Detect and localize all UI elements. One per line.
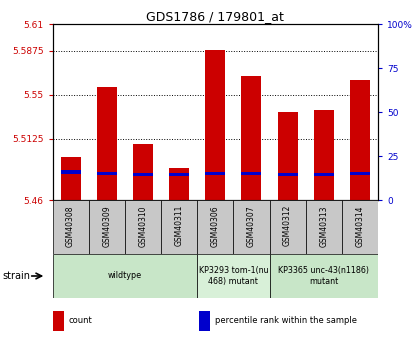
Bar [133,173,153,176]
Text: GSM40312: GSM40312 [283,205,292,246]
Bar [234,200,270,254]
Bar [169,168,189,200]
Bar [197,200,234,254]
Text: GSM40311: GSM40311 [175,205,184,246]
Bar [89,200,125,254]
Text: count: count [69,316,92,325]
Text: strain: strain [2,271,30,281]
Bar [133,144,153,200]
Bar [314,173,334,176]
Text: KP3365 unc-43(n1186)
mutant: KP3365 unc-43(n1186) mutant [278,266,369,286]
Bar [125,200,161,254]
Bar [161,200,197,254]
Bar [241,171,261,175]
Bar [60,170,81,174]
Bar [52,254,197,298]
Bar [199,310,210,331]
Bar [169,173,189,176]
Bar [241,76,261,200]
Bar [306,200,342,254]
Text: percentile rank within the sample: percentile rank within the sample [215,316,357,325]
Bar [205,50,225,200]
Bar [314,110,334,200]
Text: GSM40307: GSM40307 [247,205,256,247]
Bar [97,88,117,200]
Text: KP3293 tom-1(nu
468) mutant: KP3293 tom-1(nu 468) mutant [199,266,268,286]
Bar [270,254,378,298]
Bar [52,200,89,254]
Text: wildtype: wildtype [108,272,142,280]
Bar [60,157,81,200]
Bar [52,310,64,331]
Bar [270,200,306,254]
Bar [97,171,117,175]
Bar [350,171,370,175]
Text: GSM40306: GSM40306 [211,205,220,247]
Text: GSM40310: GSM40310 [139,205,147,247]
Bar [350,80,370,200]
Bar [342,200,378,254]
Text: GSM40314: GSM40314 [355,205,365,247]
Text: GSM40308: GSM40308 [66,205,75,247]
Bar [278,112,297,200]
Bar [205,171,225,175]
Title: GDS1786 / 179801_at: GDS1786 / 179801_at [146,10,284,23]
Bar [278,173,297,176]
Text: GSM40309: GSM40309 [102,205,111,247]
Bar [197,254,270,298]
Text: GSM40313: GSM40313 [319,205,328,247]
